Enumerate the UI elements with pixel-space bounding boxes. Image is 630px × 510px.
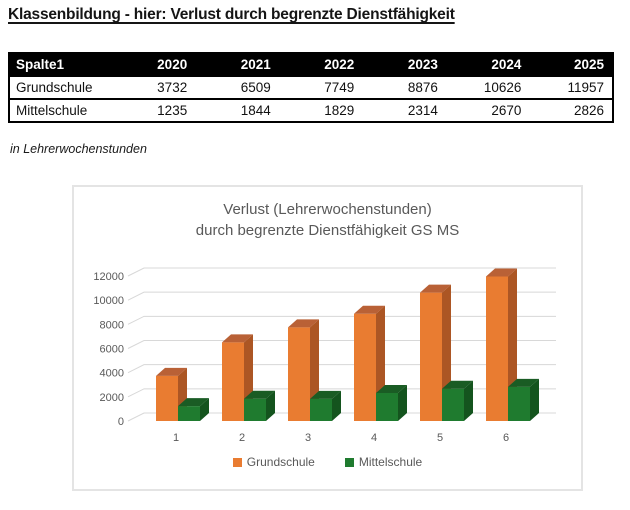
legend-label: Grundschule [246,455,315,469]
chart-title-line-2: durch begrenzte Dienstfähigkeit GS MS [195,222,460,239]
table-cell: 1829 [278,98,363,122]
table-row-grundschule: Grundschule 3732 6509 7749 8876 10626 11… [9,75,613,99]
mittelschule-swatch-icon [344,457,354,467]
legend-item-grundschule: Grundschule [232,455,315,469]
table-header-row: Spalte1 2020 2021 2022 2023 2024 2025 [9,53,613,76]
svg-text:12000: 12000 [93,271,124,283]
table-row-mittelschule: Mittelschule 1235 1844 1829 2314 2670 28… [9,98,613,122]
unit-note: in Lehrerwochenstunden [10,142,147,156]
svg-text:3: 3 [305,432,311,444]
legend-label: Mittelschule [358,455,423,469]
svg-text:8000: 8000 [100,319,124,331]
svg-text:4: 4 [371,432,377,444]
page-title: Klassenbildung - hier: Verlust durch beg… [8,6,455,23]
chart-title-line-1: Verlust (Lehrerwochenstunden) [223,201,432,218]
row-label: Grundschule [9,75,112,99]
row-label: Mittelschule [9,98,112,122]
table-cell: 2670 [445,98,530,122]
svg-text:2: 2 [239,432,245,444]
table-cell: 1235 [111,98,196,122]
column-header-2023: 2023 [362,53,446,76]
grundschule-swatch-icon [232,457,242,467]
svg-text:5: 5 [437,432,443,444]
svg-text:6: 6 [503,432,509,444]
column-header-2020: 2020 [111,53,196,76]
table-cell: 1844 [195,98,279,122]
svg-text:4000: 4000 [100,368,124,380]
column-header-label: Spalte1 [9,53,112,76]
table-cell: 3732 [111,75,196,99]
svg-text:6000: 6000 [100,344,124,356]
chart-title: Verlust (Lehrerwochenstunden) durch begr… [74,199,581,241]
column-header-2021: 2021 [195,53,279,76]
svg-text:10000: 10000 [93,295,124,307]
chart-legend: Grundschule Mittelschule [74,455,581,469]
svg-text:2000: 2000 [100,392,124,404]
table-cell: 10626 [445,75,530,99]
legend-item-mittelschule: Mittelschule [344,455,423,469]
svg-text:1: 1 [173,432,179,444]
table-cell: 7749 [278,75,363,99]
table-cell: 2826 [529,98,613,122]
chart-container: Verlust (Lehrerwochenstunden) durch begr… [72,185,583,491]
data-table: Spalte1 2020 2021 2022 2023 2024 2025 Gr… [8,52,614,123]
table-cell: 8876 [362,75,446,99]
table-cell: 2314 [362,98,446,122]
column-header-2025: 2025 [529,53,613,76]
svg-text:0: 0 [118,416,124,428]
column-header-2024: 2024 [445,53,530,76]
table-cell: 11957 [529,75,613,99]
bar-chart-plot: 0 2000 4000 6000 8000 10000 12000 1 2 3 4 5 6 [93,267,556,444]
column-header-2022: 2022 [278,53,363,76]
table-cell: 6509 [195,75,279,99]
